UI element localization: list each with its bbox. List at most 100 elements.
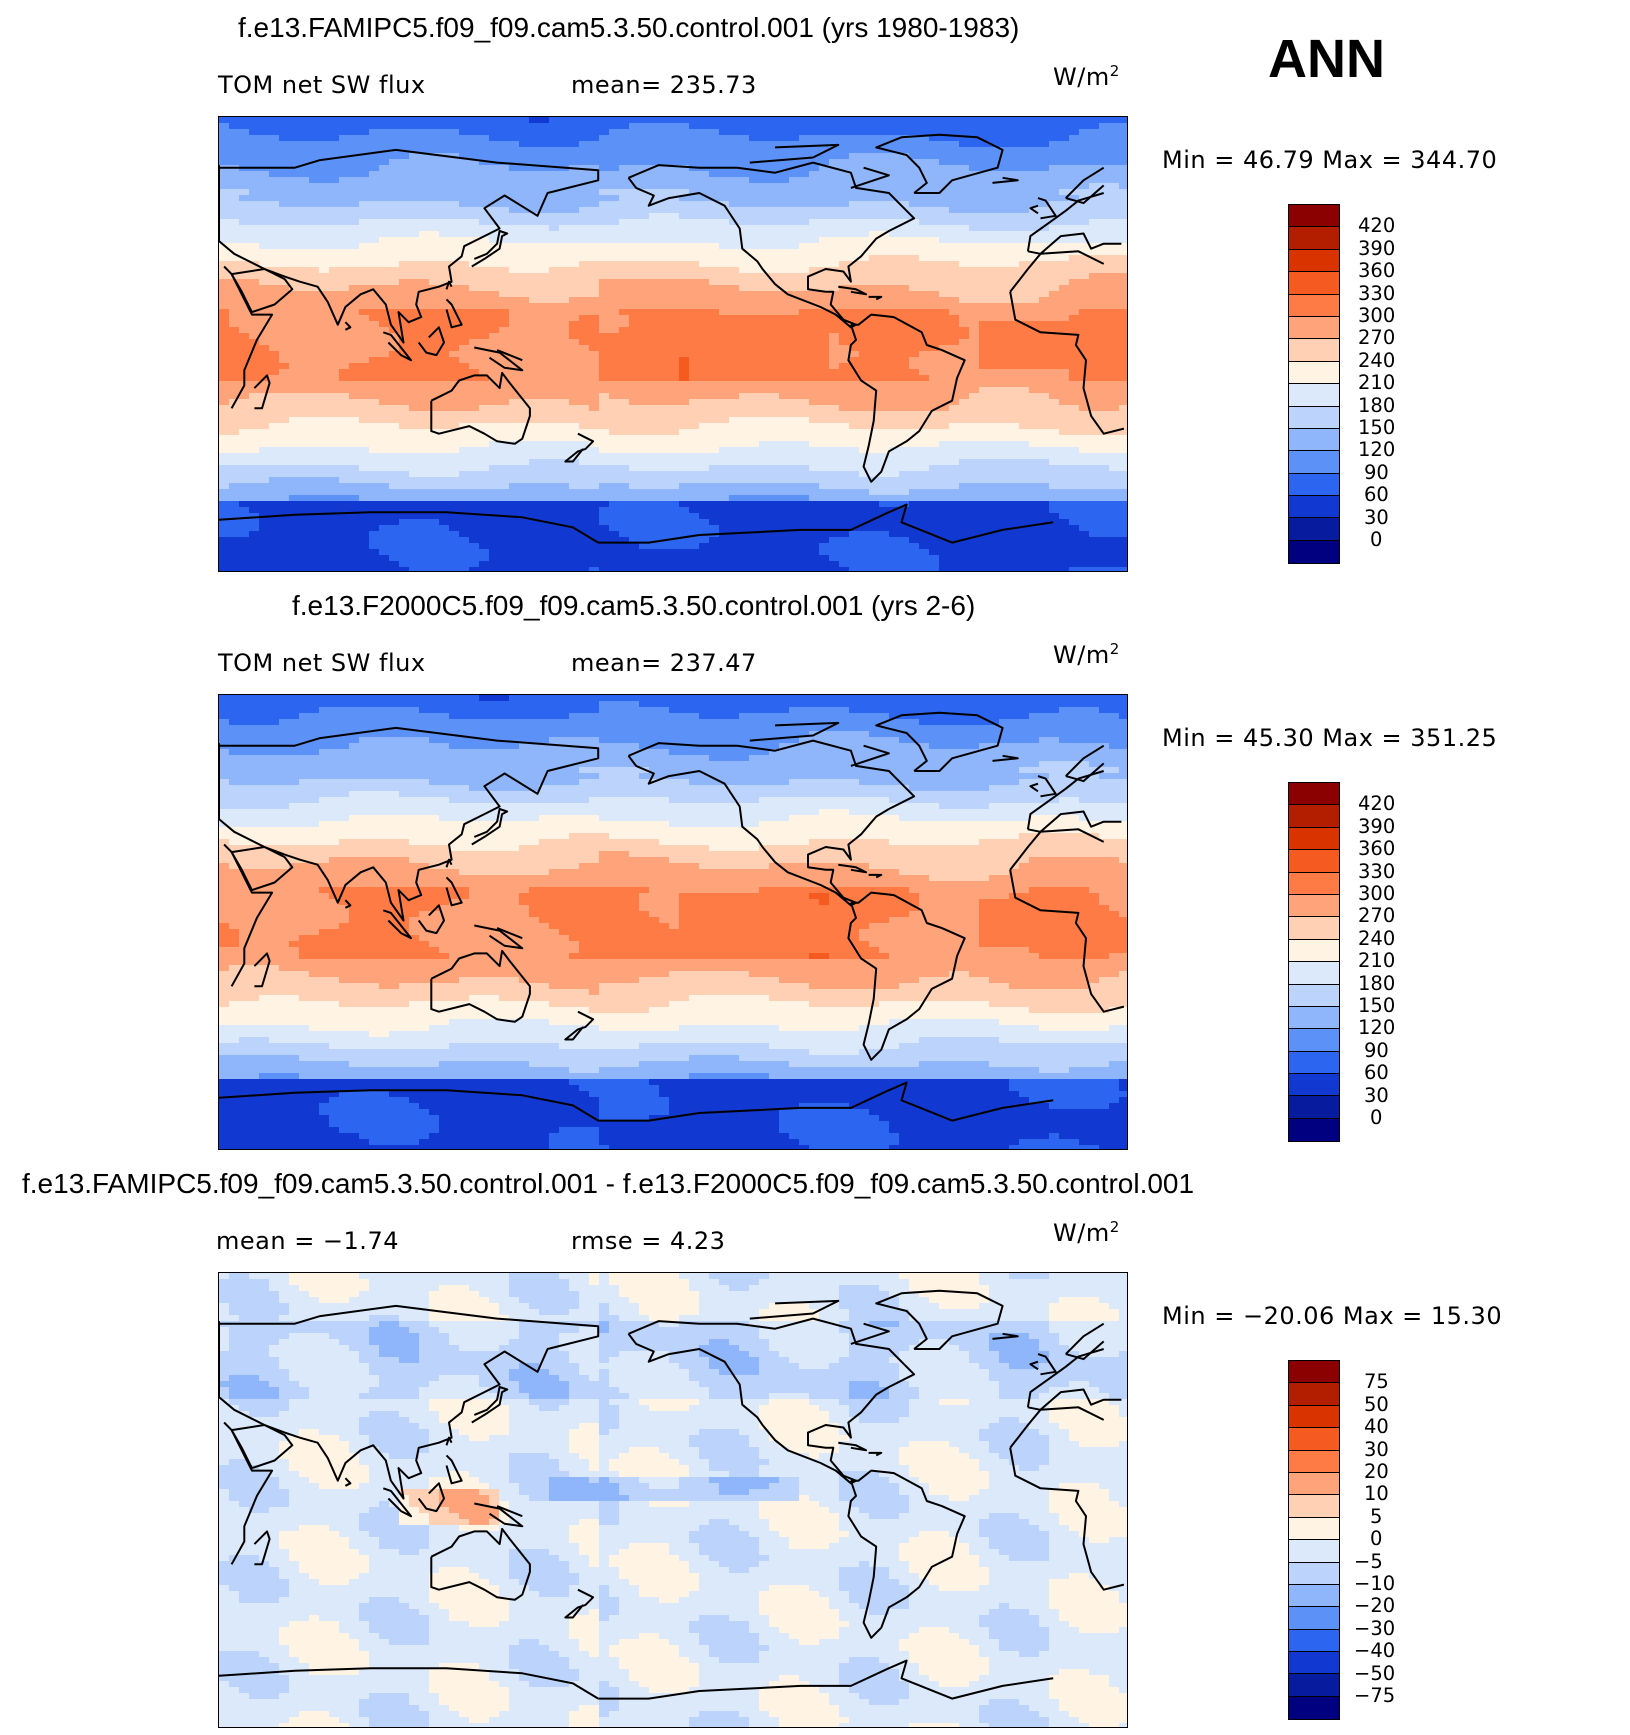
colorbar-swatch [1289, 1428, 1339, 1451]
colorbar-tick-label: 90 [1364, 461, 1389, 484]
coastline [598, 1081, 1054, 1122]
island-coastline [496, 1505, 523, 1518]
island-coastline [868, 1451, 883, 1457]
coastline [253, 1530, 271, 1566]
coastline [219, 726, 600, 922]
island-coastline [1029, 1360, 1039, 1371]
colorbar-tick-label: 420 [1358, 214, 1395, 237]
colorbar-tick-label: 0 [1370, 528, 1382, 551]
coastline [219, 1667, 599, 1700]
coastline [627, 739, 916, 907]
colorbar-swatch [1289, 496, 1339, 519]
island-coastline [850, 166, 890, 189]
season-label: ANN [1268, 28, 1385, 90]
panel-1-map [218, 116, 1128, 572]
coastline [564, 432, 595, 463]
panel-3-units: W/m2 [1053, 1218, 1120, 1247]
coastline [627, 161, 916, 329]
coastline [627, 1317, 916, 1485]
panel-2-map [218, 694, 1128, 1150]
colorbar-tick-label: 20 [1364, 1460, 1389, 1483]
colorbar-tick-label: −50 [1354, 1662, 1395, 1685]
colorbar-swatch [1289, 1450, 1339, 1473]
panel-3-title: f.e13.FAMIPC5.f09_f09.cam5.3.50.control.… [22, 1168, 1194, 1200]
island-coastline [749, 1299, 840, 1320]
colorbar-swatch [1289, 1674, 1339, 1697]
colorbar-swatch [1289, 1361, 1339, 1384]
colorbar-tick-label: 5 [1370, 1505, 1382, 1528]
colorbar-tick-label: 330 [1358, 860, 1395, 883]
colorbar-tick-label: 360 [1358, 259, 1395, 282]
coastline [219, 1089, 599, 1122]
coastline [471, 808, 509, 846]
island-coastline [749, 143, 840, 164]
coastline [382, 1487, 413, 1518]
colorbar-tick-label: 10 [1364, 1482, 1389, 1505]
colorbar-swatch [1289, 406, 1339, 429]
coastline [417, 326, 445, 357]
colorbar-swatch [1289, 339, 1339, 362]
colorbar-tick-label: 120 [1358, 438, 1395, 461]
coastline [1027, 810, 1122, 833]
coastline [875, 133, 1004, 194]
coastline [219, 511, 599, 544]
coastline [875, 1289, 1004, 1350]
island-coastline [838, 1441, 868, 1452]
colorbar-swatch [1289, 1405, 1339, 1429]
island-coastline [344, 899, 352, 909]
coastline [564, 1588, 595, 1619]
coastline [1009, 291, 1125, 435]
coastline [471, 230, 509, 268]
colorbar-tick-label: 300 [1358, 304, 1395, 327]
coastline [1027, 232, 1122, 255]
colorbar-tick-label: 150 [1358, 994, 1395, 1017]
coastline [1065, 1322, 1105, 1355]
coastline [1065, 762, 1105, 783]
colorbar-tick-label: 270 [1358, 904, 1395, 927]
coastline [1065, 184, 1105, 205]
colorbar-swatch [1289, 1006, 1339, 1030]
island-coastline [992, 1332, 1019, 1340]
colorbar-swatch [1289, 805, 1339, 828]
colorbar-tick-label: 0 [1370, 1527, 1382, 1550]
coastline [847, 1469, 966, 1639]
coastline [219, 1304, 600, 1500]
colorbar-swatch [1289, 1584, 1339, 1608]
colorbar-swatch [1289, 962, 1339, 985]
colorbar-swatch [1289, 272, 1339, 295]
coastline [382, 909, 413, 940]
colorbar-swatch [1289, 249, 1339, 273]
coastline [417, 1482, 445, 1513]
colorbar-tick-label: 40 [1364, 1415, 1389, 1438]
panel-1-units: W/m2 [1053, 62, 1120, 91]
colorbar-swatch [1289, 1118, 1339, 1142]
panel-1-mean-label: mean= 235.73 [571, 71, 757, 99]
colorbar-swatch [1289, 872, 1339, 895]
panel-2-colorbar [1288, 782, 1340, 1143]
colorbar-swatch [1289, 451, 1339, 474]
colorbar-swatch [1289, 473, 1339, 497]
colorbar-tick-label: 120 [1358, 1016, 1395, 1039]
island-coastline [838, 285, 868, 296]
coastline [1026, 770, 1104, 830]
colorbar-tick-label: 50 [1364, 1393, 1389, 1416]
field-cells [219, 695, 1127, 1149]
island-coastline [344, 1477, 352, 1487]
island-coastline [868, 295, 883, 301]
panel-2-mean-label: mean= 237.47 [571, 649, 757, 677]
colorbar-tick-label: 60 [1364, 483, 1389, 506]
coastline [1009, 1447, 1125, 1591]
colorbar-tick-label: 240 [1358, 927, 1395, 950]
island-coastline [749, 721, 840, 742]
colorbar-swatch [1289, 1540, 1339, 1563]
colorbar-swatch [1289, 1029, 1339, 1052]
island-coastline [1037, 197, 1057, 220]
colorbar-swatch [1289, 984, 1339, 1007]
island-coastline [445, 876, 463, 907]
colorbar-tick-label: 180 [1358, 394, 1395, 417]
panel-1-variable-label: TOM net SW flux [218, 71, 426, 99]
colorbar-swatch [1289, 361, 1339, 385]
island-coastline [445, 1454, 463, 1485]
island-coastline [850, 744, 890, 767]
island-coastline [445, 280, 453, 290]
